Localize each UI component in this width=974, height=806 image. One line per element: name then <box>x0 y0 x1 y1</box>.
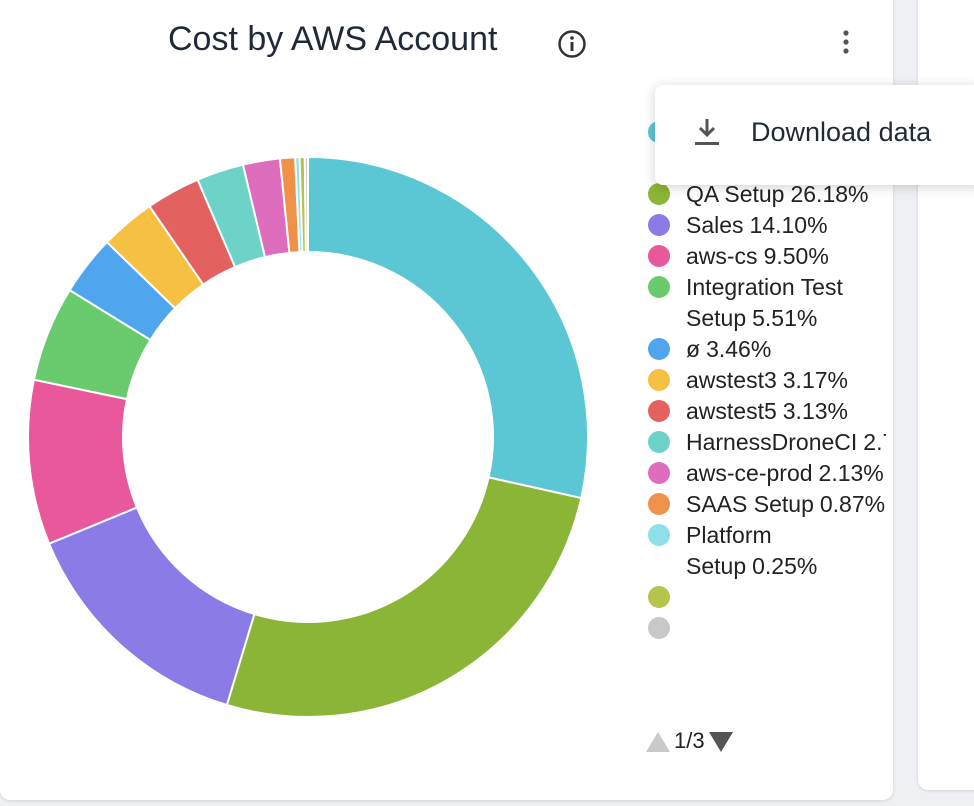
legend-swatch <box>648 276 670 298</box>
legend-item <box>646 613 886 644</box>
slice <box>225 476 583 718</box>
legend-swatch <box>648 586 670 608</box>
legend-swatch <box>648 617 670 639</box>
legend-value: 14.10% <box>749 212 828 238</box>
legend-item: Integration Test Setup 5.51% <box>646 272 886 334</box>
slice <box>307 155 589 500</box>
page-up[interactable] <box>646 730 670 752</box>
legend-value: 9.50% <box>763 243 829 269</box>
legend-item: QA Setup 26.18% <box>646 179 886 210</box>
page-indicator: 1/3 <box>674 728 705 753</box>
download-icon <box>695 119 719 145</box>
legend-swatch <box>648 431 670 453</box>
legend-swatch <box>648 462 670 484</box>
legend-item: SAAS Setup 0.87% <box>646 489 886 520</box>
legend-pager: 1/3 <box>646 728 733 754</box>
legend-swatch <box>648 245 670 267</box>
legend-swatch <box>648 493 670 515</box>
menu-item[interactable]: Download data <box>751 117 932 147</box>
donut-chart <box>27 155 589 718</box>
legend-name: ø <box>686 336 701 362</box>
legend-item: awstest3 3.17% <box>646 365 886 396</box>
slice <box>303 155 309 254</box>
context-menu: Download data <box>655 85 974 185</box>
legend-value: 0.25% <box>752 553 818 579</box>
legend-item: ø 3.46% <box>646 334 886 365</box>
legend-item: awstest5 3.13% <box>646 396 886 427</box>
legend-value: 3.46% <box>706 336 772 362</box>
legend-swatch <box>648 400 670 422</box>
legend-name: awstest3 <box>686 367 777 393</box>
legend-value: 2.13% <box>818 460 884 486</box>
legend-item: aws-cs 9.50% <box>646 241 886 272</box>
legend-name: aws-cs <box>686 243 758 269</box>
legend-value: 26.18% <box>790 181 869 207</box>
chart-title: Cost by AWS Account <box>168 20 498 58</box>
legend-swatch <box>648 183 670 205</box>
legend: QA Setup 26.18% Sales 14.10% aws-cs 9.50% Inte… <box>646 117 886 717</box>
legend-value: 2.72% <box>863 429 886 455</box>
legend-name: Platform Setup <box>686 522 772 579</box>
legend-swatch <box>648 338 670 360</box>
legend-name: SAAS Setup <box>686 491 814 517</box>
page-down[interactable] <box>708 730 733 752</box>
legend-item: Sales 14.10% <box>646 210 886 241</box>
legend-name: QA Setup <box>686 181 785 207</box>
legend-name: HarnessDroneCI <box>686 429 858 455</box>
legend-value: 3.17% <box>782 367 848 393</box>
legend-name: awstest5 <box>686 398 777 424</box>
legend-value: 5.51% <box>752 305 818 331</box>
legend-item: aws-ce-prod 2.13% <box>646 458 886 489</box>
legend-item <box>646 582 886 613</box>
legend-swatch <box>648 369 670 391</box>
legend-name: aws-ce-prod <box>686 460 813 486</box>
legend-name: Integration Test Setup <box>686 274 843 331</box>
legend-item: Platform Setup 0.25% <box>646 520 886 582</box>
slice <box>47 506 256 707</box>
more-menu[interactable] <box>836 28 856 58</box>
legend-value: 3.13% <box>782 398 848 424</box>
info-icon[interactable] <box>556 28 588 60</box>
legend-swatch <box>648 214 670 236</box>
legend-name: Sales <box>686 212 744 238</box>
legend-swatch <box>648 524 670 546</box>
legend-value: 0.87% <box>819 491 886 517</box>
